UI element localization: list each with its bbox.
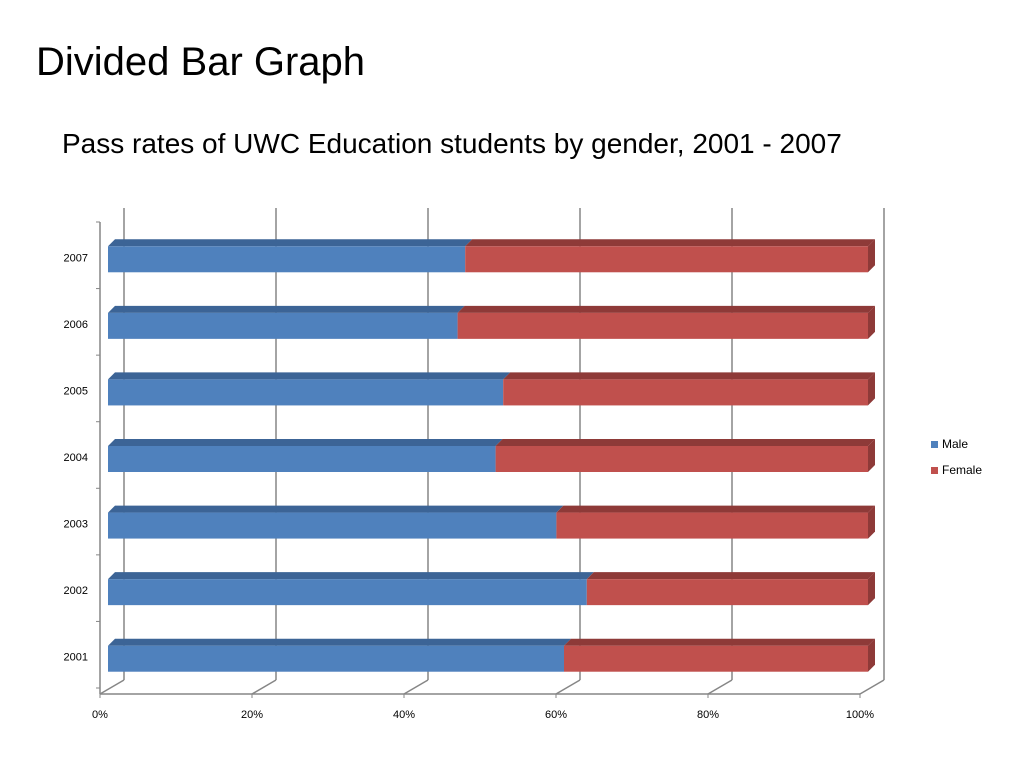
floor-gridline bbox=[707, 679, 733, 695]
bar-top-male bbox=[108, 439, 503, 446]
bar-top-female bbox=[556, 505, 875, 513]
floor-gridline bbox=[251, 679, 277, 695]
y-tick-label: 2001 bbox=[64, 652, 88, 664]
x-tick-label: 20% bbox=[241, 709, 263, 721]
x-tick-label: 60% bbox=[545, 709, 567, 721]
bar-side-female bbox=[868, 305, 875, 339]
bar-top-female bbox=[564, 638, 875, 646]
bar-top-female bbox=[586, 572, 875, 580]
bar-top-male bbox=[108, 638, 571, 646]
bar-male bbox=[108, 312, 458, 339]
x-tick-label: 100% bbox=[846, 709, 874, 721]
bar-female bbox=[586, 579, 868, 606]
floor-gridline bbox=[403, 679, 429, 695]
bar-female bbox=[465, 246, 868, 273]
chart-title: Pass rates of UWC Education students by … bbox=[62, 128, 842, 159]
x-tick-label: 80% bbox=[697, 709, 719, 721]
axes: 2001 2002 2003 2004 2005 2006 2007 0% 20% 40% 60% 8… bbox=[64, 221, 874, 721]
bar-male bbox=[108, 446, 496, 472]
bar-series bbox=[108, 239, 875, 672]
y-tick-label: 2002 bbox=[64, 585, 88, 597]
legend-label-female: Female bbox=[942, 463, 982, 477]
bar-top-male bbox=[108, 505, 564, 513]
bar-female bbox=[457, 312, 868, 339]
bar-male bbox=[108, 512, 557, 539]
legend-swatch-female bbox=[931, 467, 938, 474]
legend: Male Female bbox=[931, 437, 982, 477]
floor-gridline bbox=[859, 679, 885, 695]
bar-male bbox=[108, 379, 504, 406]
bar-side-female bbox=[868, 638, 875, 672]
bar-female bbox=[495, 446, 868, 472]
x-tick-label: 0% bbox=[92, 709, 108, 721]
bar-side-female bbox=[868, 572, 875, 606]
bar-top-female bbox=[503, 372, 875, 380]
y-tick-label: 2004 bbox=[64, 452, 88, 464]
legend-label-male: Male bbox=[942, 437, 968, 451]
bar-top-male bbox=[108, 572, 594, 580]
y-tick-label: 2003 bbox=[64, 519, 88, 531]
bar-female bbox=[556, 512, 868, 539]
bar-top-female bbox=[465, 239, 875, 247]
floor-gridline bbox=[99, 679, 125, 695]
bar-male bbox=[108, 645, 564, 672]
bar-top-female bbox=[495, 439, 875, 446]
bar-top-male bbox=[108, 372, 511, 380]
bar-side-female bbox=[868, 505, 875, 539]
bar-female bbox=[503, 379, 868, 406]
y-tick-label: 2007 bbox=[64, 252, 88, 264]
legend-swatch-male bbox=[931, 441, 938, 448]
bar-male bbox=[108, 579, 587, 606]
y-tick-label: 2006 bbox=[64, 319, 88, 331]
bar-top-male bbox=[108, 305, 465, 313]
slide-title: Divided Bar Graph bbox=[36, 40, 366, 84]
bar-side-female bbox=[868, 239, 875, 273]
y-tick-label: 2005 bbox=[64, 385, 88, 397]
bar-side-female bbox=[868, 439, 875, 472]
floor-gridline bbox=[555, 679, 581, 695]
bar-female bbox=[564, 645, 868, 672]
bar-side-female bbox=[868, 372, 875, 406]
bar-top-female bbox=[457, 305, 875, 313]
bar-top-male bbox=[108, 239, 473, 247]
bar-male bbox=[108, 246, 466, 273]
x-tick-label: 40% bbox=[393, 709, 415, 721]
